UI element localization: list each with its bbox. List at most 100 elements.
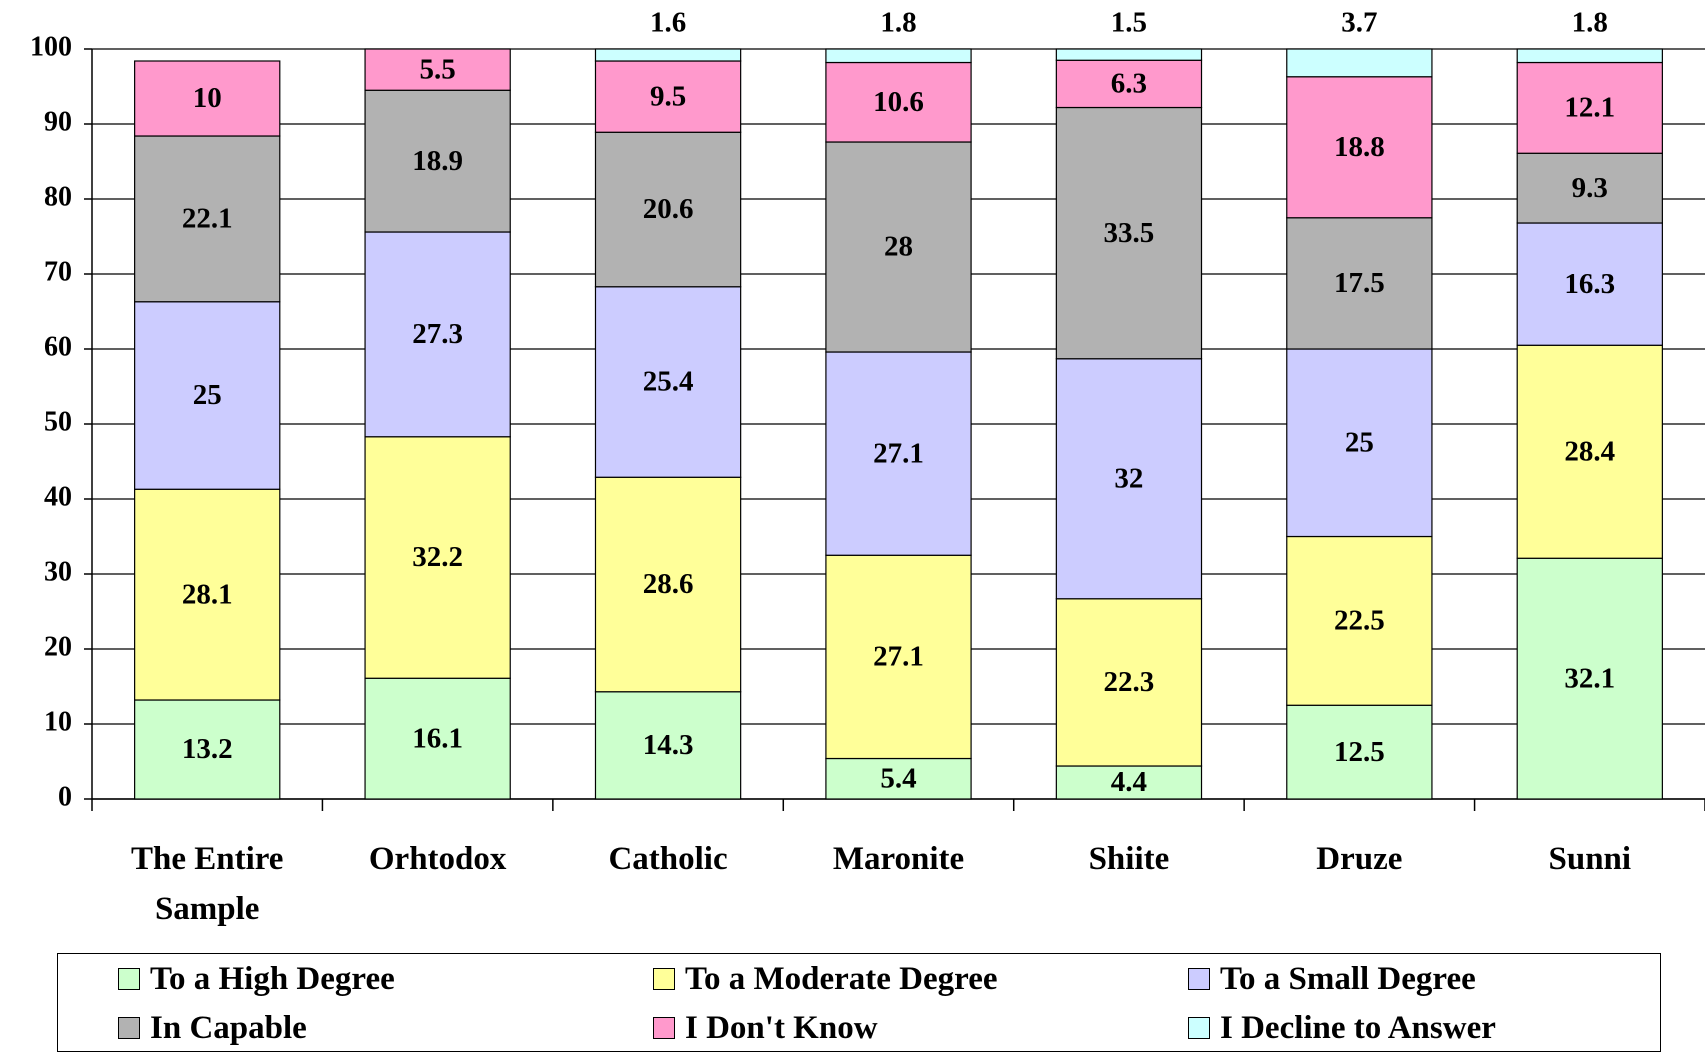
y-tick-label: 60: [44, 331, 72, 362]
bar-segment: [364, 231, 511, 438]
bar-segment: [594, 131, 742, 288]
legend-item: I Decline to Answer: [1188, 1007, 1496, 1049]
y-tick-label: 80: [44, 181, 72, 212]
data-label: 27.1: [873, 437, 924, 469]
data-label: 32.1: [1564, 662, 1615, 694]
bar-segment: [594, 286, 742, 478]
data-label: 1.5: [1111, 7, 1147, 39]
data-label: 5.4: [880, 762, 916, 794]
bar-segment: [364, 436, 511, 679]
data-label: 9.5: [650, 80, 686, 112]
legend-item: To a Small Degree: [1188, 958, 1476, 1000]
bar-segment: [1516, 48, 1663, 64]
bar-segment: [1055, 106, 1203, 360]
data-label: 12.5: [1334, 736, 1385, 768]
data-label: 10.6: [873, 86, 924, 118]
data-label: 9.3: [1572, 172, 1608, 204]
data-label: 33.5: [1104, 217, 1155, 249]
legend-label: To a High Degree: [150, 960, 395, 997]
bar-segment: [1055, 765, 1203, 800]
legend-item: I Don't Know: [653, 1007, 878, 1049]
x-tick-label: Catholic: [608, 841, 728, 877]
bar-segment: [1516, 222, 1663, 346]
data-label: 16.1: [412, 722, 463, 754]
bar-segment: [364, 677, 511, 800]
data-label: 28.4: [1564, 435, 1615, 467]
data-label: 4.4: [1111, 766, 1147, 798]
bar-segment: [134, 488, 281, 701]
bar-segment: [1055, 59, 1203, 109]
legend-swatch: [1188, 968, 1210, 990]
data-label: 25: [193, 379, 222, 411]
bar-segment: [134, 135, 281, 303]
plot: 0 10 20 30 40 50 60 70 80 90 100 13.2 28.1 25 22.1 10 16…: [30, 7, 1705, 812]
data-label: 22.3: [1104, 666, 1155, 698]
x-tick-label: Maronite: [832, 841, 965, 877]
x-tick-label: Sunni: [1548, 841, 1632, 877]
bar-segment: [825, 141, 972, 353]
y-tick-label: 100: [30, 31, 72, 62]
data-label: 28: [884, 231, 913, 263]
data-label: 25.4: [643, 366, 694, 398]
bar-segment: [594, 48, 742, 62]
y-tick-label: 70: [44, 256, 72, 287]
y-tick-label: 20: [44, 631, 72, 662]
bar-segment: [1286, 535, 1433, 706]
legend-swatch: [653, 968, 675, 990]
data-label: 10: [193, 82, 222, 114]
legend-swatch: [118, 1017, 140, 1039]
data-label: 22.1: [182, 203, 233, 235]
data-label: 17.5: [1334, 267, 1385, 299]
data-label: 32: [1114, 462, 1143, 494]
data-label: 1.6: [650, 7, 686, 39]
bar-segment: [825, 351, 972, 556]
legend-swatch: [1188, 1017, 1210, 1039]
bar-segment: [364, 89, 511, 233]
x-tick-label: Shiite: [1088, 841, 1170, 877]
bar-segment: [594, 476, 742, 693]
bar-segment: [825, 61, 972, 143]
bar-segment: [1516, 557, 1663, 800]
bar-segment: [1286, 348, 1433, 538]
data-label: 6.3: [1111, 68, 1147, 100]
bar-segment: [364, 48, 511, 91]
y-tick-label: 50: [44, 406, 72, 437]
legend: To a High Degree To a Moderate Degree To a…: [57, 953, 1661, 1052]
legend-item: To a High Degree: [118, 958, 395, 1000]
legend-label: I Decline to Answer: [1220, 1009, 1496, 1046]
data-label: 25: [1345, 426, 1374, 458]
bar-segment: [825, 757, 972, 800]
legend-item: To a Moderate Degree: [653, 958, 998, 1000]
bar-segment: [594, 60, 742, 133]
legend-label: To a Moderate Degree: [685, 960, 998, 997]
y-tick-label: 0: [58, 781, 72, 812]
legend-item: In Capable: [118, 1007, 307, 1049]
x-tick-label: The Entire Sample: [130, 841, 284, 927]
bar-segment: [594, 691, 742, 800]
y-tick-label: 30: [44, 556, 72, 587]
data-label: 22.5: [1334, 605, 1385, 637]
data-label: 28.1: [182, 578, 233, 610]
bar-segment: [1055, 598, 1203, 767]
bar-segment: [1055, 358, 1203, 600]
data-label: 14.3: [643, 729, 694, 761]
bar-segment: [825, 48, 972, 64]
legend-swatch: [118, 968, 140, 990]
legend-label: I Don't Know: [685, 1009, 878, 1046]
data-label: 1.8: [1572, 7, 1608, 39]
data-label: 12.1: [1564, 92, 1615, 124]
bar-segment: [134, 301, 281, 490]
data-label: 27.3: [412, 318, 463, 350]
legend-label: In Capable: [150, 1009, 307, 1046]
bar-segment: [1055, 48, 1203, 61]
legend-label: To a Small Degree: [1220, 960, 1476, 997]
data-label: 18.8: [1334, 131, 1385, 163]
bar-segment: [1286, 48, 1433, 78]
y-tick-label: 90: [44, 106, 72, 137]
bar-segment: [134, 60, 281, 137]
data-label: 20.6: [643, 193, 694, 225]
y-tick-label: 40: [44, 481, 72, 512]
bar-segment: [134, 699, 281, 800]
data-label: 28.6: [643, 568, 694, 600]
